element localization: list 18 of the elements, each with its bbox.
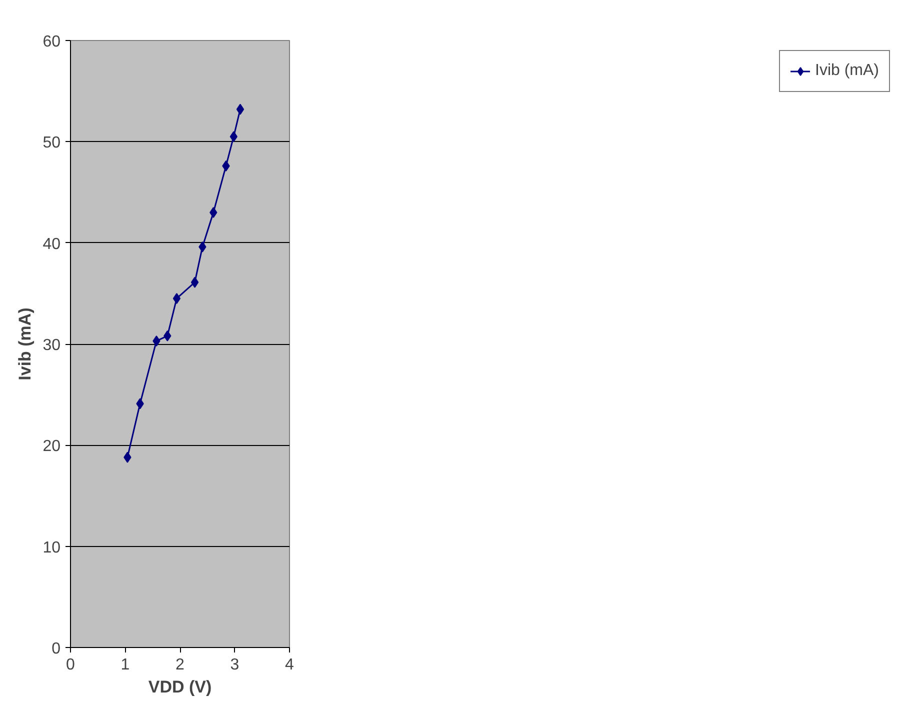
y-tick-label: 20 bbox=[42, 438, 61, 456]
x-axis-title: VDD (V) bbox=[148, 678, 212, 696]
y-tick-label: 50 bbox=[42, 134, 61, 152]
x-tick-label: 0 bbox=[66, 656, 76, 674]
x-tick-label: 2 bbox=[176, 656, 185, 674]
x-tick-label: 3 bbox=[230, 656, 240, 674]
y-tick-label: 40 bbox=[42, 236, 61, 253]
legend-label: Ivib (mA) bbox=[815, 62, 879, 80]
y-tick-label: 10 bbox=[42, 539, 61, 556]
x-tick-label: 4 bbox=[285, 656, 294, 674]
x-tick-label: 1 bbox=[120, 656, 130, 674]
y-tick-label: 0 bbox=[52, 640, 61, 658]
y-tick-label: 30 bbox=[42, 337, 61, 354]
y-tick-label: 60 bbox=[42, 34, 61, 50]
point bbox=[190, 276, 199, 288]
y-axis-title: Ivib (mA) bbox=[16, 308, 35, 380]
point bbox=[236, 104, 244, 115]
point bbox=[172, 292, 181, 304]
